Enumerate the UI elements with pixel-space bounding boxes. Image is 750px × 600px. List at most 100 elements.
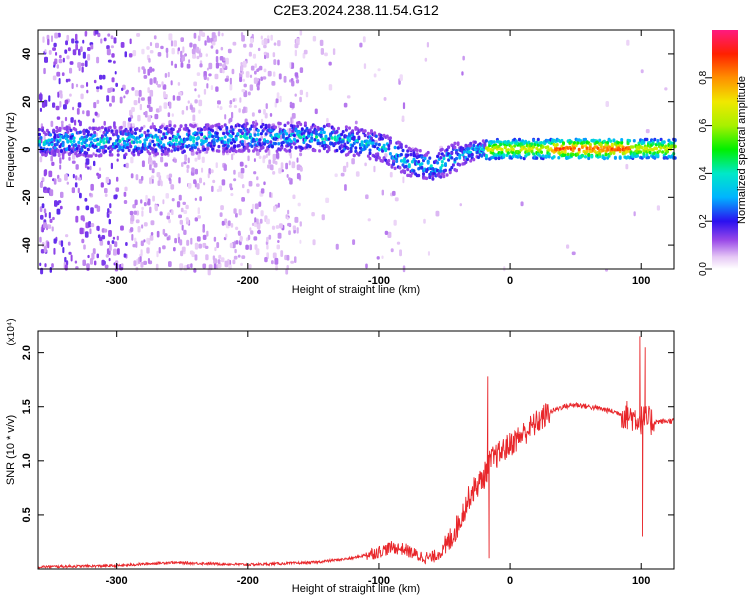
spectrogram-cell <box>381 255 384 259</box>
spectrogram-cell <box>332 48 336 55</box>
spectrogram-cell <box>59 164 62 170</box>
spectrogram-cell <box>377 156 381 160</box>
spectrogram-cell <box>651 142 655 146</box>
spectrogram-cell <box>654 146 658 151</box>
spectrogram-cell <box>64 99 69 105</box>
spectrogram-cell <box>59 205 63 210</box>
spectrogram-cell <box>253 236 258 241</box>
spectrogram-cell <box>394 197 399 202</box>
spectrogram-cell <box>566 152 570 157</box>
spectrogram-cell <box>437 152 441 156</box>
spectrogram-cell <box>275 98 279 104</box>
spectrogram-cell <box>111 53 115 58</box>
spectrogram-cell <box>190 237 193 245</box>
spectrogram-cell <box>147 96 152 102</box>
spectrogram-cell <box>263 44 267 49</box>
spectrogram-cell <box>97 173 102 179</box>
spectrogram-cell <box>74 119 77 126</box>
spectrogram-cell <box>289 62 292 69</box>
spectrogram-cell <box>582 140 586 144</box>
spectrogram-cell <box>628 139 632 143</box>
spectrogram-cell <box>202 234 207 240</box>
spectrogram-cell <box>123 141 126 145</box>
spectrogram-cell <box>344 125 348 129</box>
spectrogram-cell <box>82 39 85 44</box>
spectrogram-cell <box>312 35 317 42</box>
spectrogram-cell <box>483 141 487 146</box>
spectrogram-cell <box>240 62 243 66</box>
spectrogram-cell <box>148 106 153 112</box>
spectrogram-cell <box>106 48 111 56</box>
spectrogram-cell <box>82 110 85 115</box>
spectrogram-cell <box>174 237 177 244</box>
spectrogram-cell <box>117 248 120 255</box>
spectrogram-cell <box>241 131 244 136</box>
spectrogram-cell <box>80 148 84 152</box>
spectrogram-cell <box>260 210 264 217</box>
spectrogram-cell <box>180 207 184 213</box>
spectrogram-cell <box>218 254 222 259</box>
spectrogram-cell <box>281 140 285 145</box>
spectrogram-cell <box>55 142 59 146</box>
spectrogram-cell <box>240 262 243 266</box>
spectrogram-cell <box>387 159 391 163</box>
spectrogram-cell <box>168 123 172 128</box>
spectrogram-cell <box>241 35 245 42</box>
spectrogram-cell <box>125 162 129 169</box>
spectrogram-cell <box>217 31 221 37</box>
spectrogram-cell <box>552 155 556 159</box>
spectrogram-cell <box>152 195 155 202</box>
spectrogram-cell <box>294 43 299 49</box>
spectrogram-cell <box>510 145 514 149</box>
spectrogram-cell <box>203 88 207 95</box>
spectrogram-cell <box>245 244 249 250</box>
spectrogram-cell <box>143 143 147 148</box>
spectrogram-cell <box>92 248 96 255</box>
spectrogram-cell <box>625 163 629 170</box>
spectrogram-cell <box>370 136 373 140</box>
spectrogram-cell <box>335 148 339 153</box>
spectrogram-cell <box>343 142 347 146</box>
spectrogram-cell <box>107 59 112 63</box>
spectrogram-cell <box>210 45 214 49</box>
spectrogram-cell <box>202 227 205 233</box>
spectrogram-cell <box>234 136 238 141</box>
spectrogram-cell <box>181 224 184 231</box>
spectrogram-cell <box>111 240 115 244</box>
spectrogram-cell <box>241 197 245 202</box>
spectrogram-cell <box>176 95 181 101</box>
spectrogram-cell <box>294 146 298 150</box>
spectrogram-cell <box>50 155 53 162</box>
spectrogram-cell <box>248 133 252 137</box>
spectrogram-cell <box>373 131 377 135</box>
spectrogram-cell <box>229 187 234 191</box>
spectrogram-cell <box>266 218 270 225</box>
spectrogram-cell <box>609 151 613 156</box>
spectrogram-cell <box>264 38 268 45</box>
spectrogram-cell <box>135 241 138 248</box>
spectrogram-cell <box>291 102 295 109</box>
spectrogram-cell <box>139 256 142 263</box>
spectrogram-cell <box>149 42 153 47</box>
spectrogram-cell <box>124 132 128 136</box>
spectrogram-cell <box>280 146 284 150</box>
spectrogram-cell <box>277 134 281 139</box>
spectrogram-cell <box>109 203 112 209</box>
spectrogram-cell <box>598 152 602 156</box>
spectrogram-cell <box>50 142 54 147</box>
spectrogram-cell <box>259 218 263 224</box>
spectrogram-cell <box>104 264 109 269</box>
spectrogram-cell <box>426 150 430 155</box>
spectrogram-cell <box>277 40 281 47</box>
spectrogram-cell <box>239 134 243 139</box>
spectrogram-cell <box>130 156 134 164</box>
spectrogram-cell <box>661 150 665 154</box>
spectrogram-cell <box>104 128 108 132</box>
spectrogram-cell <box>180 250 184 257</box>
spectrogram-cell <box>57 152 61 158</box>
spectrogram-cell <box>132 50 137 57</box>
spectrogram-cell <box>328 61 332 66</box>
spectrogram-cell <box>607 154 611 158</box>
spectrogram-cell <box>167 147 170 152</box>
